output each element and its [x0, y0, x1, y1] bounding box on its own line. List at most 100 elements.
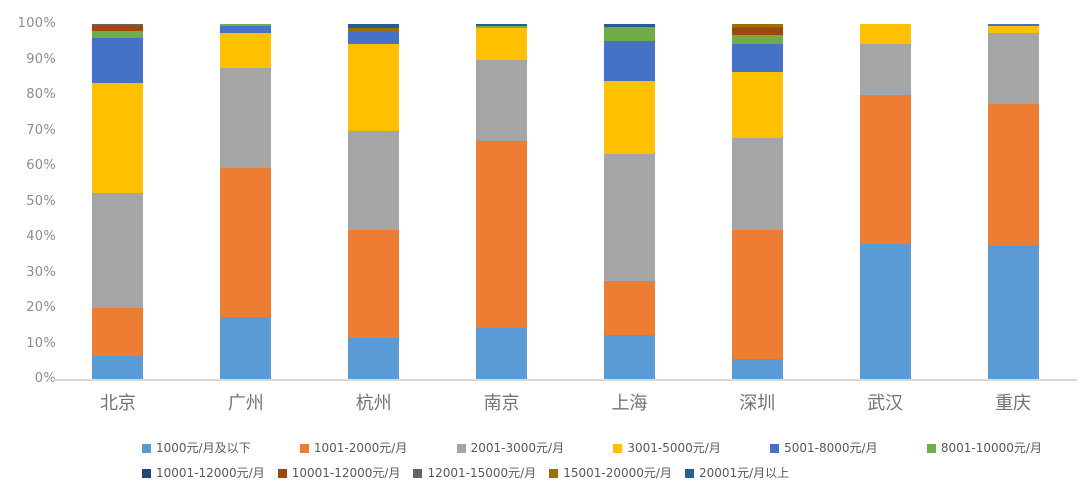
- y-tick-label-80: 80%: [26, 87, 56, 102]
- x-axis-line: [54, 379, 1077, 381]
- bar-segment-nanjing-s1: [476, 327, 528, 379]
- bar-column-wuhan: [821, 24, 949, 379]
- bar-stack-guangzhou: [220, 24, 272, 379]
- y-tick-label-30: 30%: [26, 264, 56, 280]
- legend-label-s11: 20001元/月以上: [698, 466, 790, 480]
- bar-column-beijing: [54, 24, 182, 379]
- bar-segment-guangzhou-s4: [220, 32, 272, 69]
- bar-segment-shenzhen-s4: [731, 71, 783, 138]
- legend-item-s5: 5001-8000元/月: [770, 441, 878, 456]
- bar-segment-chongqing-s1: [987, 245, 1039, 379]
- legend-label-s9: 12001-15000元/月: [427, 466, 537, 480]
- bar-segment-beijing-s2: [92, 308, 144, 356]
- bar-segment-guangzhou-s5: [220, 25, 272, 33]
- bar-stack-shenzhen: [731, 24, 783, 379]
- bar-stack-wuhan: [859, 24, 911, 379]
- bar-stack-hangzhou: [348, 24, 400, 379]
- bar-segment-chongqing-s2: [987, 103, 1039, 246]
- bar-segment-beijing-s5: [92, 38, 144, 83]
- bar-segment-chongqing-s5: [987, 24, 1039, 26]
- bar-segment-hangzhou-s4: [348, 43, 400, 131]
- bar-segment-wuhan-s2: [859, 95, 911, 245]
- bar-segment-beijing-s8: [92, 25, 144, 32]
- bar-segment-shenzhen-s10: [731, 24, 783, 27]
- bar-segment-beijing-s9: [92, 24, 144, 26]
- bar-segment-shanghai-s5: [603, 41, 655, 81]
- bar-segment-hangzhou-s1: [348, 338, 400, 379]
- legend-label-s7: 10001-12000元/月: [156, 466, 265, 480]
- bar-stack-nanjing: [476, 24, 528, 379]
- legend-label-s6: 8001-10000元/月: [940, 441, 1042, 455]
- legend-swatch-icon-s4: [613, 444, 623, 453]
- x-axis-label-shanghai: 上海: [611, 393, 648, 414]
- legend-item-s6: 8001-10000元/月: [926, 441, 1042, 456]
- bar-segment-hangzhou-s10: [348, 27, 400, 32]
- x-axis-labels: 北京 广州 杭州 南京 上海 深圳 武汉 重庆: [54, 392, 1077, 416]
- legend-swatch-icon-s1: [142, 444, 151, 453]
- legend-item-s8: 10001-12000元/月: [277, 466, 401, 481]
- bar-segment-shanghai-s1: [603, 334, 655, 379]
- y-tick-label-50: 50%: [26, 193, 56, 209]
- bar-segment-wuhan-s1: [859, 244, 911, 379]
- legend-swatch-icon-s8: [277, 469, 287, 478]
- bar-segment-chongqing-s4: [987, 25, 1039, 33]
- bar-segment-nanjing-s6: [476, 25, 528, 28]
- legend-label-s5: 5001-8000元/月: [784, 441, 878, 455]
- bar-segment-beijing-s4: [92, 82, 144, 193]
- legend-row-1: 1000元/月及以下 1001-2000元/月 2001-3000元/月 3001-5…: [142, 441, 1042, 456]
- y-tick-label-90: 90%: [26, 51, 56, 67]
- bar-segment-nanjing-s4: [476, 27, 528, 60]
- bar-segment-beijing-s6: [92, 31, 144, 39]
- bar-column-chongqing: [949, 24, 1077, 379]
- bar-stack-beijing: [92, 24, 144, 379]
- bar-segment-hangzhou-s2: [348, 229, 400, 339]
- y-tick-label-70: 70%: [26, 122, 56, 138]
- legend-row-2: 10001-12000元/月 10001-12000元/月 12001-15000元…: [142, 466, 1042, 481]
- legend: 1000元/月及以下 1001-2000元/月 2001-3000元/月 3001-5…: [142, 441, 1042, 481]
- bar-segment-beijing-s3: [92, 192, 144, 309]
- y-tick-label-10: 10%: [26, 335, 56, 351]
- bar-segment-shenzhen-s9: [731, 26, 783, 28]
- bar-segment-hangzhou-s3: [348, 130, 400, 230]
- bar-stack-shanghai: [603, 24, 655, 379]
- y-tick-label-0: 0%: [34, 371, 56, 386]
- legend-label-s4: 3001-5000元/月: [627, 441, 721, 455]
- legend-swatch-icon-s9: [413, 469, 423, 478]
- bar-segment-shenzhen-s5: [731, 43, 783, 72]
- bar-segment-wuhan-s4: [859, 24, 911, 44]
- legend-label-s2: 1001-2000元/月: [313, 441, 408, 455]
- legend-label-s10: 15001-20000元/月: [563, 466, 672, 480]
- x-axis-label-shenzhen: 深圳: [739, 393, 776, 414]
- legend-swatch-icon-s7: [142, 469, 151, 478]
- legend-item-s10: 15001-20000元/月: [549, 466, 672, 481]
- legend-label-s8: 10001-12000元/月: [291, 466, 401, 480]
- x-axis-label-chongqing: 重庆: [995, 393, 1032, 414]
- legend-item-s3: 2001-3000元/月: [456, 441, 564, 456]
- bar-segment-shanghai-s2: [603, 281, 655, 335]
- bar-stack-chongqing: [987, 24, 1039, 379]
- bar-segment-hangzhou-s5: [348, 31, 400, 44]
- y-tick-label-20: 20%: [26, 300, 56, 315]
- legend-swatch-icon-s5: [770, 444, 780, 453]
- legend-item-s7: 10001-12000元/月: [142, 466, 265, 481]
- legend-swatch-icon-s11: [684, 469, 694, 478]
- y-tick-label-40: 40%: [26, 229, 56, 244]
- bar-segment-wuhan-s3: [859, 43, 911, 96]
- y-tick-label-60: 60%: [26, 158, 56, 173]
- bar-segment-guangzhou-s2: [220, 167, 272, 317]
- bar-segment-beijing-s1: [92, 355, 144, 379]
- legend-item-s9: 12001-15000元/月: [413, 466, 536, 481]
- bar-column-hangzhou: [310, 24, 438, 379]
- legend-swatch-icon-s2: [299, 444, 309, 453]
- bar-column-shanghai: [566, 24, 694, 379]
- bar-column-nanjing: [438, 24, 566, 379]
- legend-swatch-icon-s10: [549, 469, 559, 478]
- x-axis-label-hangzhou: 杭州: [355, 393, 392, 414]
- bar-segment-shenzhen-s6: [731, 34, 783, 44]
- legend-swatch-icon-s6: [926, 444, 936, 453]
- bar-column-guangzhou: [182, 24, 310, 379]
- bar-segment-guangzhou-s6: [220, 24, 272, 26]
- bar-segment-shenzhen-s2: [731, 229, 783, 360]
- bar-segment-nanjing-s11: [476, 24, 528, 26]
- bar-segment-shanghai-s4: [603, 80, 655, 154]
